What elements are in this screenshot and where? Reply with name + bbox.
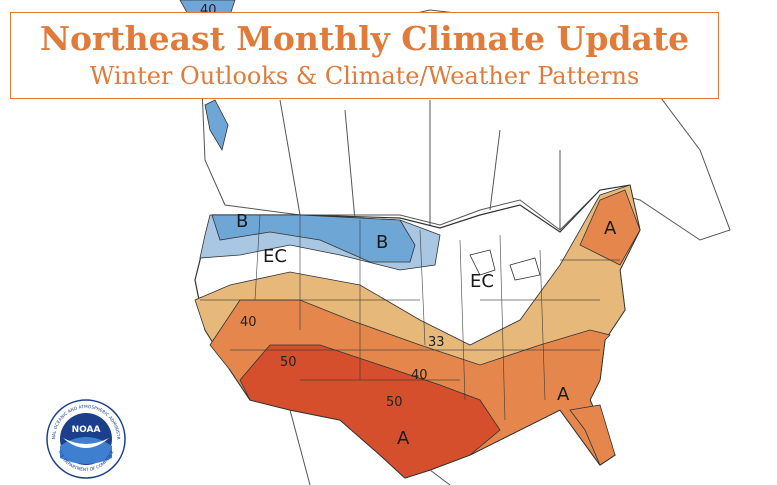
label-above-southeast: A <box>557 384 570 405</box>
below-coast-fragment <box>204 99 229 152</box>
noaa-logo: NOAA NATIONAL OCEANIC AND ATMOSPHERIC AD… <box>45 398 126 479</box>
below-mid-region <box>211 214 416 263</box>
contour-label-33: 33 <box>428 335 445 350</box>
page-title: Northeast Monthly Climate Update <box>39 19 690 58</box>
label-above-northeast: A <box>604 218 617 239</box>
label-ec-west: EC <box>263 246 287 267</box>
label-above-south: A <box>397 428 410 449</box>
contour-label-50-west: 50 <box>280 355 297 370</box>
label-below-west: B <box>236 211 249 232</box>
contour-label-40-west: 40 <box>240 315 257 330</box>
label-below-north: B <box>376 232 389 253</box>
page-subtitle: Winter Outlooks & Climate/Weather Patter… <box>89 62 640 90</box>
label-ec-central: EC <box>470 271 494 292</box>
title-banner: Northeast Monthly Climate Update Winter … <box>10 12 719 99</box>
mexico-outline <box>289 409 451 485</box>
state-lines <box>200 214 620 421</box>
great-lakes <box>469 249 541 281</box>
contour-label-40-central: 40 <box>411 368 428 383</box>
noaa-logo-text: NOAA <box>72 425 101 435</box>
above-50-region <box>239 344 501 479</box>
contour-label-50-south: 50 <box>386 395 403 410</box>
florida <box>569 404 616 466</box>
above-40-northeast <box>579 189 641 266</box>
province-lines <box>279 99 561 230</box>
